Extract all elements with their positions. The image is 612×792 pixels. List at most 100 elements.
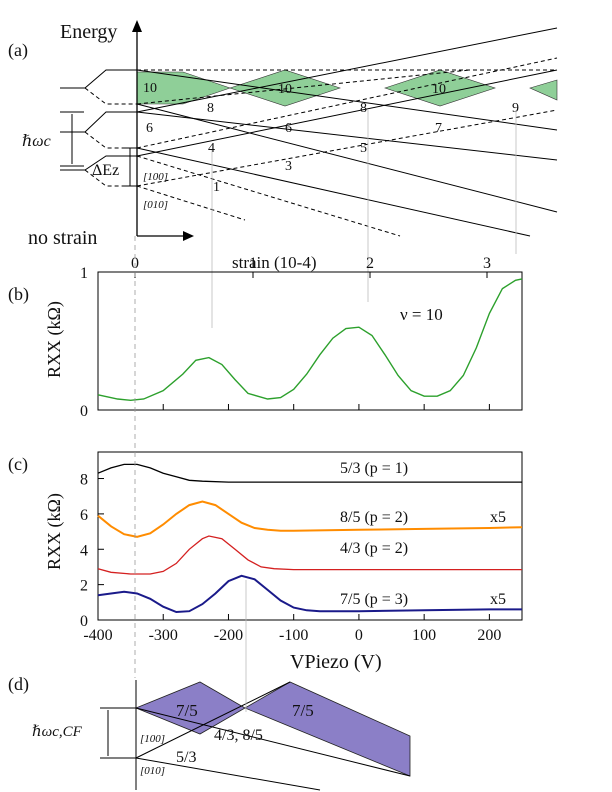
panel-d: (d) ℏωc,CF [100] [010] 7/5 7/5 4/3, 8/5 …: [8, 674, 411, 791]
panel-c: (c) 0 2 4 6 8 -400 -300 -200 -100 0 100 200 5/3 (p =…: [8, 451, 523, 673]
level-label: 6: [285, 121, 292, 136]
hw-c-label: ℏωc: [22, 133, 51, 150]
x-tick-label: 100: [412, 627, 436, 644]
x-tick-label: 0: [355, 627, 363, 644]
level-left-low: [60, 155, 137, 171]
level-label: 6: [146, 121, 153, 136]
panel-c-xlabel: VPiezo (V): [290, 651, 382, 673]
panel-b-plot: 01: [80, 265, 523, 420]
panel-d-line: [135, 757, 321, 791]
energy-axis-arrow: [132, 20, 142, 32]
top-tick-label: 1: [249, 255, 257, 272]
level-left-top: [60, 69, 137, 89]
x-tick-label: -200: [214, 627, 243, 644]
dEz-scale-bar: [124, 147, 136, 187]
y-tick-label: 1: [80, 265, 88, 282]
panel-b-ylabel: RXX (kΩ): [44, 301, 65, 378]
hw-scale-bar: [60, 111, 84, 167]
fan-line: [136, 109, 558, 187]
fan-line: [136, 69, 558, 131]
nu-annotation: ν = 10: [400, 305, 443, 324]
strain-axis-arrow: [183, 231, 194, 241]
x-tick-label: 200: [477, 627, 501, 644]
level-label: 7: [435, 121, 442, 136]
x-tick-label: -100: [279, 627, 308, 644]
y-tick-label: 6: [80, 507, 88, 524]
level-left-low-dash: [84, 169, 137, 187]
low-label-d: 5/3: [176, 749, 196, 766]
panel-a: (a) Energy no strain: [8, 20, 558, 328]
x-tick-label: -300: [149, 627, 178, 644]
fan-line: [136, 147, 531, 237]
panel-d-line: [135, 707, 411, 777]
fan-line: [136, 69, 558, 157]
fan-lines: [136, 27, 558, 237]
series-label: 4/3 (p = 2): [340, 540, 408, 557]
level-label: 9: [512, 101, 519, 116]
level-label: 10: [278, 82, 292, 97]
dir-010-label-d: [010]: [140, 765, 165, 777]
energy-axis-label: Energy: [60, 21, 117, 43]
series-line: [97, 535, 522, 575]
fill-label-d1: 7/5: [176, 701, 198, 720]
fill-label-d2: 7/5: [292, 701, 314, 720]
dir-100-label-d: [100]: [140, 733, 165, 745]
no-strain-label: no strain: [28, 227, 97, 249]
panel-d-line: [135, 681, 291, 759]
fan-line: [136, 57, 558, 149]
panel-b-label: (b): [8, 284, 29, 305]
y-tick-label: 4: [80, 542, 88, 559]
series-label: 8/5 (p = 2): [340, 509, 408, 526]
fill-diamond-4: [529, 79, 558, 101]
level-labels: 10 8 10 8 10 9 6 6 7 4 5 3 1: [143, 81, 519, 195]
strain-axis-label: strain (10-4): [232, 253, 317, 272]
top-tick-label: 2: [366, 255, 374, 272]
fan-line: [136, 155, 401, 237]
level-left-top-dash: [84, 87, 137, 105]
panel-d-lines: [100, 681, 411, 791]
y-tick-label: 8: [80, 472, 88, 489]
level-label: 10: [432, 82, 446, 97]
panel-a-label: (a): [8, 40, 28, 61]
fan-line: [136, 103, 558, 213]
y-tick-label: 0: [80, 403, 88, 420]
mid-label-d: 4/3, 8/5: [214, 727, 263, 744]
series-label: 7/5 (p = 3): [340, 591, 408, 608]
hw-cf-label: ℏωc,CF: [32, 724, 83, 740]
series-line: [97, 463, 522, 483]
level-left-mid-dash: [84, 131, 137, 149]
fill-band-d2: [244, 681, 411, 777]
level-label: 8: [360, 101, 367, 116]
level-label: 1: [213, 180, 220, 195]
dir-010-label: [010]: [143, 199, 168, 211]
y-tick-label: 0: [80, 613, 88, 630]
level-label: 3: [285, 159, 292, 174]
level-label: 5: [360, 141, 367, 156]
series-scale-label: x5: [490, 509, 506, 526]
panel-c-plot: 0 2 4 6 8 -400 -300 -200 -100 0 100 200 5/3 (p = 1) 8…: [80, 451, 523, 644]
series-scale-label: x5: [490, 591, 506, 608]
fan-line: [136, 185, 246, 221]
top-tick-label: 3: [483, 255, 491, 272]
fan-line: [136, 111, 558, 161]
level-label: 10: [143, 81, 157, 96]
panel-c-ylabel: RXX (kΩ): [44, 493, 65, 570]
panel-c-label: (c): [8, 454, 28, 475]
plot-frame: [97, 451, 523, 621]
level-label: 4: [208, 141, 215, 156]
dEz-label: ΔEz: [92, 162, 119, 179]
level-10-fill: [136, 69, 558, 107]
x-tick-label: -400: [83, 627, 112, 644]
fill-diamond-3: [384, 69, 496, 107]
series-line: [97, 500, 523, 538]
plot-frame: [97, 271, 523, 411]
series-line: [97, 574, 522, 614]
dir-100-label: [100]: [143, 171, 168, 183]
y-tick-label: 2: [80, 578, 88, 595]
series-label: 5/3 (p = 1): [340, 460, 408, 477]
unstrained-levels: [60, 69, 137, 187]
level-label: 8: [207, 101, 214, 116]
series-line-nu10: [97, 278, 523, 402]
panel-d-label: (d): [8, 674, 29, 695]
